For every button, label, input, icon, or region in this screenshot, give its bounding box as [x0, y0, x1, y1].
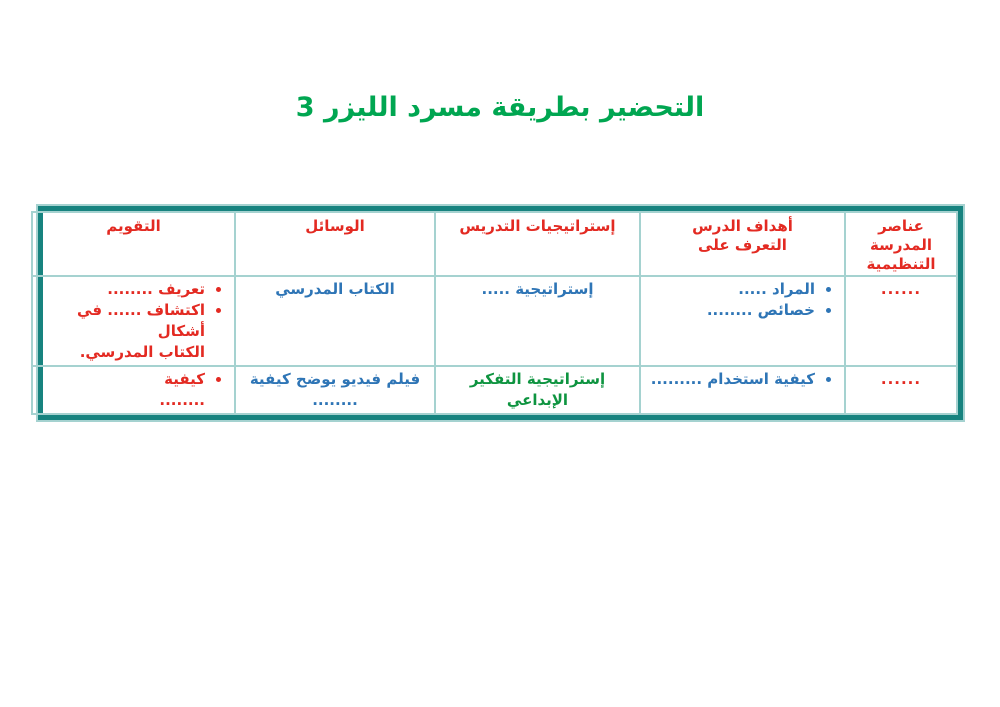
column-header-teaching-strategies: إستراتيجيات التدريس: [434, 210, 641, 278]
cell-row1-elements: ......: [844, 275, 958, 368]
objectives-list: المراد ..... خصائص ........: [646, 279, 839, 321]
cell-row1-strategies: إستراتيجية .....: [434, 275, 641, 368]
cell-row2-objectives: كيفية استخدام .........: [639, 365, 846, 416]
cell-row2-evaluation: كيفية ........: [31, 365, 236, 416]
lesson-plan-table: عناصر المدرسة التنظيمية أهداف الدرس التع…: [31, 203, 965, 423]
cell-row1-media: الكتاب المدرسي: [234, 275, 436, 368]
cell-row2-media: فيلم فيديو يوضح كيفية ........: [234, 365, 436, 416]
list-item: اكتشاف ...... في أشكال الكتاب المدرسي.: [38, 300, 205, 363]
evaluation-list: تعريف ........ اكتشاف ...... في أشكال ال…: [38, 279, 229, 363]
column-header-evaluation: التقويم: [31, 210, 236, 278]
objectives-list: كيفية استخدام .........: [646, 369, 839, 390]
list-item: المراد .....: [646, 279, 815, 300]
list-item: خصائص ........: [646, 300, 815, 321]
table-row: ...... كيفية استخدام ......... إستراتيجي…: [31, 365, 958, 416]
page-title: التحضير بطريقة مسرد الليزر 3: [295, 92, 705, 123]
list-item: كيفية استخدام .........: [646, 369, 815, 390]
list-item: كيفية ........: [38, 369, 205, 411]
list-item: تعريف ........: [38, 279, 205, 300]
column-header-media: الوسائل: [234, 210, 436, 278]
table-row: ...... المراد ..... خصائص ........ إسترا…: [31, 275, 958, 368]
cell-row1-objectives: المراد ..... خصائص ........: [639, 275, 846, 368]
column-header-school-elements: عناصر المدرسة التنظيمية: [844, 210, 958, 278]
column-header-lesson-objectives: أهداف الدرس التعرف على: [639, 210, 846, 278]
lesson-plan-grid: عناصر المدرسة التنظيمية أهداف الدرس التع…: [31, 210, 958, 416]
cell-row2-elements: ......: [844, 365, 958, 416]
cell-row2-strategies: إستراتيجية التفكير الإبداعي: [434, 365, 641, 416]
table-header-row: عناصر المدرسة التنظيمية أهداف الدرس التع…: [31, 210, 958, 278]
evaluation-list: كيفية ........: [38, 369, 229, 411]
cell-row1-evaluation: تعريف ........ اكتشاف ...... في أشكال ال…: [31, 275, 236, 368]
